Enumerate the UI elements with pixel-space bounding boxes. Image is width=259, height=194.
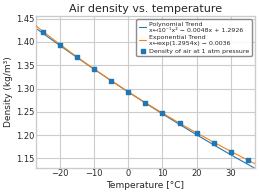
Exponential Trend
x↤exp(1.2954x) − 0.0036 bbox=[219, 145, 222, 147]
Exponential Trend
x↤exp(1.2954x) − 0.0036 bbox=[233, 152, 236, 154]
Line: Exponential Trend
x↤exp(1.2954x) − 0.0036: Exponential Trend x↤exp(1.2954x) − 0.003… bbox=[36, 26, 255, 164]
Density of air at 1 atm pressure bbox=[92, 68, 96, 71]
Exponential Trend
x↤exp(1.2954x) − 0.0036 bbox=[165, 114, 168, 116]
Polynomial Trend
x↤10⁻¹x² − 0.0048x + 1.2926 bbox=[34, 27, 37, 29]
Density of air at 1 atm pressure bbox=[160, 112, 164, 115]
Exponential Trend
x↤exp(1.2954x) − 0.0036 bbox=[34, 25, 37, 27]
Density of air at 1 atm pressure bbox=[212, 141, 216, 144]
Density of air at 1 atm pressure bbox=[229, 150, 233, 153]
Polynomial Trend
x↤10⁻¹x² − 0.0048x + 1.2926 bbox=[168, 117, 171, 120]
Title: Air density vs. temperature: Air density vs. temperature bbox=[69, 4, 222, 14]
Polynomial Trend
x↤10⁻¹x² − 0.0048x + 1.2926 bbox=[35, 28, 38, 30]
Exponential Trend
x↤exp(1.2954x) − 0.0036 bbox=[168, 116, 171, 119]
Density of air at 1 atm pressure bbox=[75, 56, 79, 59]
Polynomial Trend
x↤10⁻¹x² − 0.0048x + 1.2926 bbox=[253, 167, 256, 169]
Polynomial Trend
x↤10⁻¹x² − 0.0048x + 1.2926 bbox=[165, 115, 168, 117]
Legend: Polynomial Trend
x↤10⁻¹x² − 0.0048x + 1.2926, Exponential Trend
x↤exp(1.2954x) −: Polynomial Trend x↤10⁻¹x² − 0.0048x + 1.… bbox=[136, 19, 252, 56]
X-axis label: Temperature [°C]: Temperature [°C] bbox=[106, 181, 184, 190]
Line: Polynomial Trend
x↤10⁻¹x² − 0.0048x + 1.2926: Polynomial Trend x↤10⁻¹x² − 0.0048x + 1.… bbox=[36, 28, 255, 168]
Exponential Trend
x↤exp(1.2954x) − 0.0036 bbox=[164, 114, 167, 116]
Density of air at 1 atm pressure bbox=[41, 30, 45, 33]
Density of air at 1 atm pressure bbox=[177, 122, 182, 125]
Polynomial Trend
x↤10⁻¹x² − 0.0048x + 1.2926 bbox=[164, 115, 167, 117]
Y-axis label: Density (kg/m³): Density (kg/m³) bbox=[4, 57, 13, 127]
Exponential Trend
x↤exp(1.2954x) − 0.0036 bbox=[253, 162, 256, 165]
Density of air at 1 atm pressure bbox=[126, 91, 130, 94]
Density of air at 1 atm pressure bbox=[109, 80, 113, 83]
Exponential Trend
x↤exp(1.2954x) − 0.0036 bbox=[35, 25, 38, 28]
Density of air at 1 atm pressure bbox=[195, 132, 199, 135]
Polynomial Trend
x↤10⁻¹x² − 0.0048x + 1.2926 bbox=[233, 156, 236, 158]
Density of air at 1 atm pressure bbox=[246, 159, 250, 162]
Density of air at 1 atm pressure bbox=[58, 43, 62, 46]
Polynomial Trend
x↤10⁻¹x² − 0.0048x + 1.2926 bbox=[219, 148, 222, 150]
Density of air at 1 atm pressure bbox=[143, 101, 147, 105]
